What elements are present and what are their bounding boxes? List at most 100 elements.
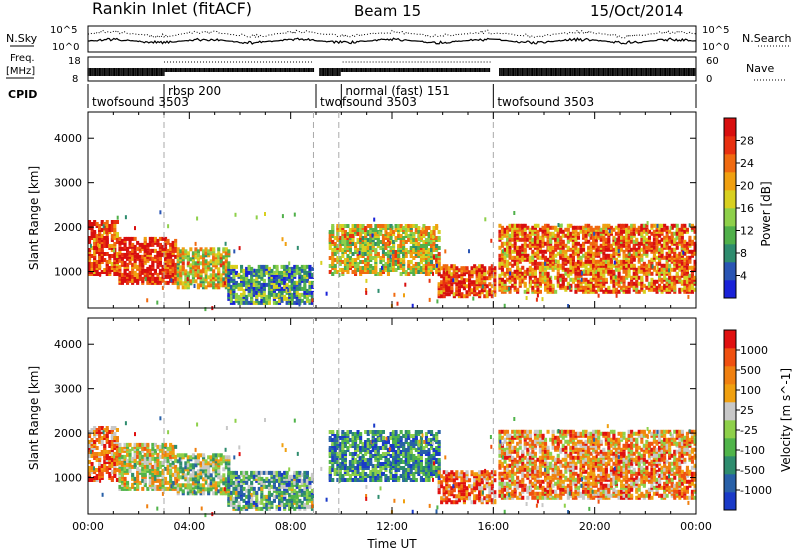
- echo-cell: [252, 300, 256, 305]
- echo-cell: [164, 280, 168, 285]
- echo-cell: [115, 468, 119, 472]
- echo-cell: [232, 474, 236, 479]
- echo-cell: [579, 247, 583, 252]
- echo-cell: [690, 249, 694, 254]
- echo-cell: [371, 256, 375, 260]
- echo-cell: [90, 428, 94, 432]
- echo-cell: [108, 456, 112, 460]
- colorbar-tick-label: 8: [740, 247, 747, 260]
- echo-cell: [133, 264, 137, 269]
- echo-cell: [194, 255, 198, 260]
- echo-cell: [250, 270, 254, 275]
- echo-cell: [437, 230, 441, 234]
- echo-cell: [191, 469, 195, 474]
- echo-cell: [212, 453, 216, 458]
- echo-cell: [202, 461, 206, 466]
- echo-cell: [300, 292, 304, 297]
- echo-cell: [642, 261, 646, 266]
- echo-cell: [186, 477, 190, 482]
- echo-cell: [444, 249, 447, 254]
- echo-cell: [100, 464, 104, 468]
- echo-cell: [637, 225, 641, 230]
- echo-cell: [647, 245, 651, 250]
- echo-cell: [531, 237, 535, 242]
- echo-cell: [199, 283, 203, 288]
- echo-cell: [407, 234, 411, 238]
- echo-cell: [627, 289, 631, 294]
- echo-cell: [366, 238, 370, 242]
- echo-cell: [100, 234, 104, 238]
- echo-cell: [564, 277, 568, 282]
- echo-cell: [683, 239, 687, 244]
- echo-cell: [665, 287, 669, 292]
- echo-cell: [169, 442, 173, 447]
- echo-cell: [427, 232, 431, 236]
- echo-cell: [625, 263, 629, 268]
- echo-cell: [549, 225, 553, 230]
- echo-cell: [308, 298, 312, 303]
- echo-cell: [209, 251, 213, 256]
- echo-cell: [513, 245, 517, 250]
- echo-cell: [356, 238, 360, 242]
- echo-cell: [217, 469, 221, 474]
- echo-cell: [348, 256, 352, 260]
- echo-cell: [531, 279, 535, 284]
- echo-cell: [169, 264, 173, 269]
- echo-cell: [278, 298, 282, 303]
- echo-cell: [138, 468, 142, 473]
- date-label: 15/Oct/2014: [590, 2, 683, 20]
- echo-cell: [576, 259, 580, 264]
- echo-cell: [252, 278, 256, 283]
- echo-cell: [637, 241, 641, 246]
- echo-cell: [341, 260, 345, 264]
- echo-cell: [247, 278, 251, 283]
- echo-cell: [592, 273, 596, 278]
- echo-cell: [533, 271, 537, 276]
- echo-cell: [457, 292, 461, 297]
- echo-cell: [693, 287, 697, 292]
- colorbar-swatch: [724, 244, 736, 263]
- echo-cell: [688, 259, 692, 264]
- echo-cell: [660, 277, 664, 282]
- echo-cell: [131, 482, 135, 487]
- echo-cell: [379, 260, 383, 264]
- cpid-segment-label: rbsp 200: [168, 84, 221, 98]
- echo-cell: [351, 262, 355, 266]
- echo-cell: [186, 463, 190, 468]
- echo-cell: [604, 263, 608, 268]
- echo-cell: [597, 231, 601, 236]
- echo-cell: [219, 277, 223, 282]
- echo-cell: [584, 285, 588, 290]
- echo-cell: [430, 248, 434, 252]
- echo-cell: [559, 235, 563, 240]
- echo-cell: [95, 260, 99, 264]
- freq-tick-top: 18: [68, 56, 81, 67]
- echo-cell: [311, 298, 314, 303]
- cpid-segment-label: twofsound 3503: [320, 95, 417, 109]
- echo-cell: [98, 260, 102, 264]
- echo-cell: [333, 236, 337, 240]
- echo-cell: [414, 224, 418, 228]
- echo-cell: [272, 264, 276, 269]
- echo-cell: [338, 224, 342, 228]
- echo-cell: [566, 231, 570, 236]
- echo-cell: [90, 462, 94, 466]
- echo-cell: [642, 249, 646, 254]
- echo-cell: [354, 270, 358, 274]
- echo-cell: [503, 271, 507, 276]
- echo-cell: [669, 226, 672, 230]
- echo-cell: [138, 480, 142, 485]
- echo-cell: [594, 251, 598, 256]
- echo-cell: [240, 292, 244, 297]
- echo-cell: [341, 236, 345, 240]
- echo-cell: [199, 269, 203, 274]
- echo-cell: [402, 268, 406, 272]
- echo-cell: [189, 269, 193, 274]
- echo-cell: [222, 261, 226, 266]
- colorbar-tick-label: 12: [740, 225, 754, 238]
- echo-cell: [683, 243, 687, 248]
- echo-cell: [498, 233, 502, 238]
- echo-cell: [604, 253, 608, 258]
- echo-cell: [118, 478, 122, 483]
- echo-cell: [422, 244, 426, 248]
